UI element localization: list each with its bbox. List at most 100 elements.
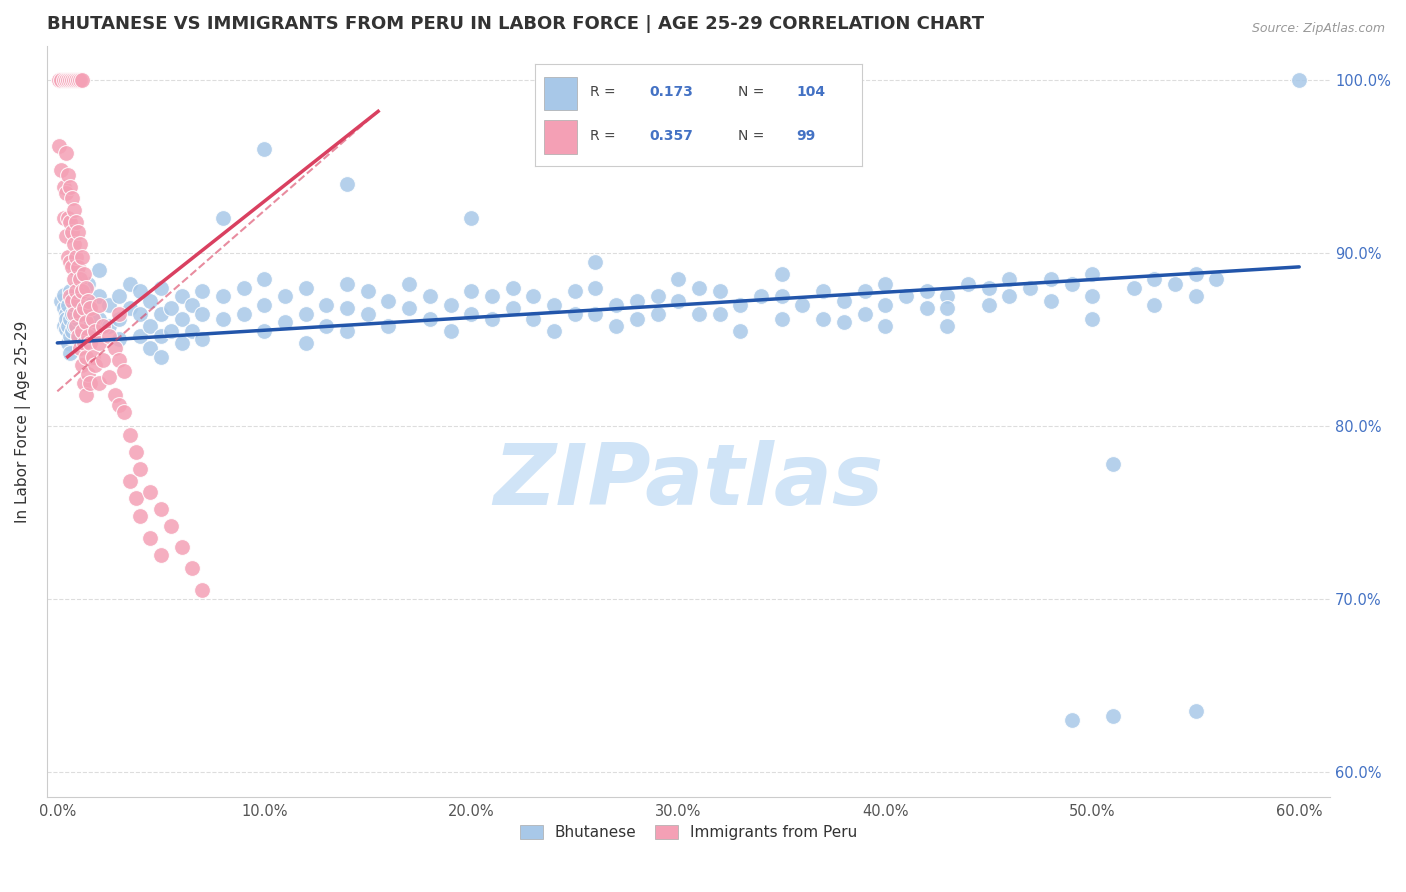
Point xyxy=(65,284,87,298)
Point xyxy=(83,359,105,373)
Point xyxy=(666,294,689,309)
Point xyxy=(55,145,77,160)
Point xyxy=(52,287,75,301)
Point xyxy=(59,289,82,303)
Point xyxy=(1060,277,1083,292)
Point xyxy=(73,301,96,316)
Point xyxy=(792,298,814,312)
Point xyxy=(70,284,93,298)
Point xyxy=(460,211,482,226)
Point xyxy=(66,267,89,281)
Point xyxy=(170,289,193,303)
Point xyxy=(605,318,627,333)
Point xyxy=(56,169,79,183)
Point xyxy=(87,311,110,326)
Point xyxy=(294,335,316,350)
Point xyxy=(108,307,131,321)
Point xyxy=(87,335,110,350)
Point xyxy=(1205,272,1227,286)
Point xyxy=(63,298,86,312)
Point xyxy=(936,301,959,316)
Point xyxy=(55,322,77,336)
Legend: Bhutanese, Immigrants from Peru: Bhutanese, Immigrants from Peru xyxy=(513,819,863,847)
Point xyxy=(811,311,834,326)
Point xyxy=(232,307,254,321)
Point xyxy=(56,211,79,226)
Point xyxy=(377,318,399,333)
Point xyxy=(998,272,1021,286)
Point xyxy=(605,298,627,312)
Point xyxy=(65,215,87,229)
Point xyxy=(63,272,86,286)
Point xyxy=(87,289,110,303)
Point xyxy=(336,277,359,292)
Point xyxy=(522,311,544,326)
Point xyxy=(160,301,183,316)
Point xyxy=(108,311,131,326)
Point xyxy=(108,333,131,347)
Point xyxy=(1060,713,1083,727)
Point xyxy=(55,228,77,243)
Point xyxy=(853,307,876,321)
Point xyxy=(70,73,93,87)
Point xyxy=(749,289,772,303)
Point xyxy=(104,388,127,402)
Point xyxy=(543,298,565,312)
Point xyxy=(936,318,959,333)
Point xyxy=(69,237,91,252)
Point xyxy=(626,294,648,309)
Point xyxy=(191,583,214,598)
Point xyxy=(481,289,503,303)
Point xyxy=(730,324,752,338)
Point xyxy=(149,350,172,364)
Point xyxy=(770,267,793,281)
Point xyxy=(77,318,100,333)
Point xyxy=(98,329,121,343)
Point xyxy=(75,350,97,364)
Point xyxy=(52,318,75,333)
Point xyxy=(1184,704,1206,718)
Point xyxy=(149,549,172,563)
Point xyxy=(59,254,82,268)
Point xyxy=(51,73,73,87)
Point xyxy=(60,73,83,87)
Point xyxy=(253,324,276,338)
Point xyxy=(1019,280,1042,294)
Point xyxy=(709,307,731,321)
Point xyxy=(60,191,83,205)
Point xyxy=(87,376,110,390)
Point xyxy=(82,350,104,364)
Point xyxy=(977,298,1000,312)
Point xyxy=(48,139,70,153)
Point xyxy=(51,294,73,309)
Point xyxy=(502,301,524,316)
Point xyxy=(75,315,97,329)
Point xyxy=(357,284,380,298)
Point xyxy=(1102,457,1125,471)
Point xyxy=(294,280,316,294)
Point xyxy=(647,289,669,303)
Point xyxy=(59,346,82,360)
Point xyxy=(56,250,79,264)
Point xyxy=(77,329,100,343)
Point xyxy=(55,307,77,321)
Point xyxy=(66,225,89,239)
Point xyxy=(60,289,83,303)
Point xyxy=(66,311,89,326)
Point xyxy=(730,298,752,312)
Point xyxy=(832,315,855,329)
Point xyxy=(56,298,79,312)
Point xyxy=(118,474,141,488)
Point xyxy=(160,519,183,533)
Point xyxy=(69,307,91,321)
Point xyxy=(626,311,648,326)
Point xyxy=(69,73,91,87)
Point xyxy=(419,289,441,303)
Point xyxy=(66,294,89,309)
Point xyxy=(91,353,114,368)
Point xyxy=(253,142,276,156)
Point xyxy=(564,284,586,298)
Point xyxy=(66,73,89,87)
Point xyxy=(73,267,96,281)
Point xyxy=(875,298,897,312)
